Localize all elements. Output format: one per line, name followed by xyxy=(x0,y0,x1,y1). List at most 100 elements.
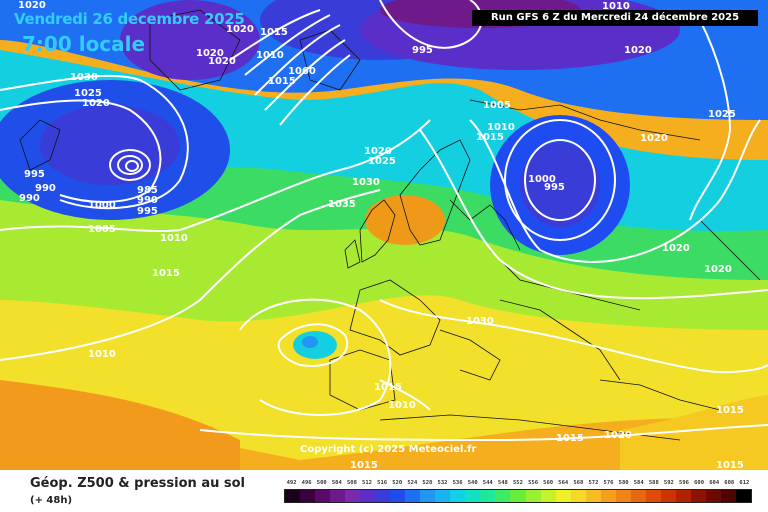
isobar-label: 1015 xyxy=(556,433,584,444)
lead-time: (+ 48h) xyxy=(30,495,73,506)
isobar-label: 1000 xyxy=(528,174,556,185)
product-title: Géop. Z500 & pression au sol xyxy=(30,476,245,491)
color-scale-labels: 492 496 500 504 508 512 516 520 524 528 532 536 540 5… xyxy=(284,477,752,489)
scale-swatch xyxy=(555,490,571,502)
scale-swatch xyxy=(540,490,556,502)
isobar-label: 1020 xyxy=(704,264,732,275)
scale-swatch xyxy=(630,490,646,502)
isobar-label: 1030 xyxy=(70,72,98,83)
isobar-label: 1025 xyxy=(708,109,736,120)
isobar-label: 1020 xyxy=(18,0,46,11)
cutoff-low-core xyxy=(302,336,318,348)
scale-tick-label: 524 xyxy=(407,480,418,486)
copyright-notice: Copyright (c) 2025 Meteociel.fr xyxy=(300,444,477,455)
scale-tick-label: 552 xyxy=(512,480,523,486)
isobar-label: 1015 xyxy=(268,76,296,87)
subtropical-orange xyxy=(0,380,240,470)
scale-swatch xyxy=(435,490,451,502)
scale-swatch xyxy=(600,490,616,502)
scale-tick-label: 508 xyxy=(346,480,357,486)
scale-tick-label: 596 xyxy=(679,480,689,486)
scale-swatch xyxy=(585,490,601,502)
scale-tick-label: 612 xyxy=(739,480,750,486)
scale-tick-label: 584 xyxy=(633,480,644,486)
isobar-label: 1015 xyxy=(374,382,402,393)
scale-swatch xyxy=(525,490,541,502)
isobar-label: 1025 xyxy=(368,156,396,167)
scale-tick-label: 560 xyxy=(543,480,554,486)
scale-tick-label: 504 xyxy=(331,480,342,486)
scale-tick-label: 580 xyxy=(618,480,629,486)
isobar-label: 1020 xyxy=(196,48,224,59)
isobar-label: 1030 xyxy=(466,316,494,327)
scale-tick-label: 572 xyxy=(588,480,599,486)
warm-high-core xyxy=(365,195,445,245)
scale-tick-label: 600 xyxy=(694,480,705,486)
scale-swatch xyxy=(720,490,736,502)
scale-tick-label: 556 xyxy=(528,480,539,486)
scale-swatch xyxy=(465,490,481,502)
scale-swatch xyxy=(480,490,496,502)
isobar-label: 1010 xyxy=(160,233,188,244)
scale-tick-label: 608 xyxy=(724,480,735,486)
scale-tick-label: 532 xyxy=(437,480,448,486)
isobar-label: 995 xyxy=(137,206,158,217)
scale-swatch xyxy=(735,490,751,502)
forecast-map: 1020 1020 1015 1020 1020 1010 1060 1030 … xyxy=(0,0,768,470)
isobar-label: 990 xyxy=(137,195,158,206)
scale-swatch xyxy=(450,490,466,502)
scale-swatch xyxy=(390,490,406,502)
scale-tick-label: 512 xyxy=(362,480,372,486)
scale-swatch xyxy=(360,490,376,502)
color-scale-bar xyxy=(284,489,752,503)
forecast-date: Vendredi 26 decembre 2025 xyxy=(14,10,245,28)
low-scandi-core xyxy=(520,143,600,227)
scale-tick-label: 516 xyxy=(377,480,388,486)
run-info-banner: Run GFS 6 Z du Mercredi 24 décembre 2025 xyxy=(472,10,758,26)
isobar-label: 1020 xyxy=(640,133,668,144)
greenland-purple xyxy=(120,0,260,80)
scale-tick-label: 536 xyxy=(452,480,463,486)
scale-swatch xyxy=(315,490,331,502)
scale-swatch xyxy=(375,490,391,502)
pressure-labels: 1020 1020 1015 1020 1020 1010 1060 1030 … xyxy=(18,0,744,470)
scale-tick-label: 500 xyxy=(316,480,327,486)
forecast-hour: 7:00 locale xyxy=(22,32,146,56)
isobar-label: 990 xyxy=(35,183,56,194)
scale-swatch xyxy=(705,490,721,502)
isobar-label: 1005 xyxy=(483,100,511,111)
scale-swatch xyxy=(300,490,316,502)
isobar-label: 1000 xyxy=(88,200,116,211)
isobar-label: 1025 xyxy=(74,88,102,99)
color-scale: 492 496 500 504 508 512 516 520 524 528 532 536 540 5… xyxy=(284,477,752,509)
isobar-label: 1010 xyxy=(487,122,515,133)
scale-swatch xyxy=(330,490,346,502)
scale-swatch xyxy=(615,490,631,502)
scale-tick-label: 520 xyxy=(392,480,403,486)
scale-tick-label: 548 xyxy=(497,480,508,486)
scale-tick-label: 528 xyxy=(422,480,433,486)
scale-tick-label: 540 xyxy=(467,480,478,486)
isobar-label: 1020 xyxy=(662,243,690,254)
isobar-label: 1020 xyxy=(226,24,254,35)
isobar-label: 985 xyxy=(137,185,158,196)
isobar-label: 1005 xyxy=(88,224,116,235)
scale-swatch xyxy=(675,490,691,502)
scale-swatch xyxy=(690,490,706,502)
isobar-label: 990 xyxy=(19,193,40,204)
isobars xyxy=(0,0,768,442)
scale-tick-label: 592 xyxy=(663,480,674,486)
scale-swatch xyxy=(495,490,511,502)
isobar-label: 995 xyxy=(544,182,565,193)
isobar-label: 1020 xyxy=(624,45,652,56)
isobar-label: 1010 xyxy=(88,349,116,360)
scale-tick-label: 576 xyxy=(603,480,614,486)
isobar-label: 995 xyxy=(412,45,433,56)
isobar-label: 1015 xyxy=(152,268,180,279)
scale-tick-label: 604 xyxy=(709,480,720,486)
scale-tick-label: 564 xyxy=(558,480,569,486)
scale-tick-label: 568 xyxy=(573,480,584,486)
geopotential-map-svg: 1020 1020 1015 1020 1020 1010 1060 1030 … xyxy=(0,0,768,470)
isobar-label: 1010 xyxy=(256,50,284,61)
